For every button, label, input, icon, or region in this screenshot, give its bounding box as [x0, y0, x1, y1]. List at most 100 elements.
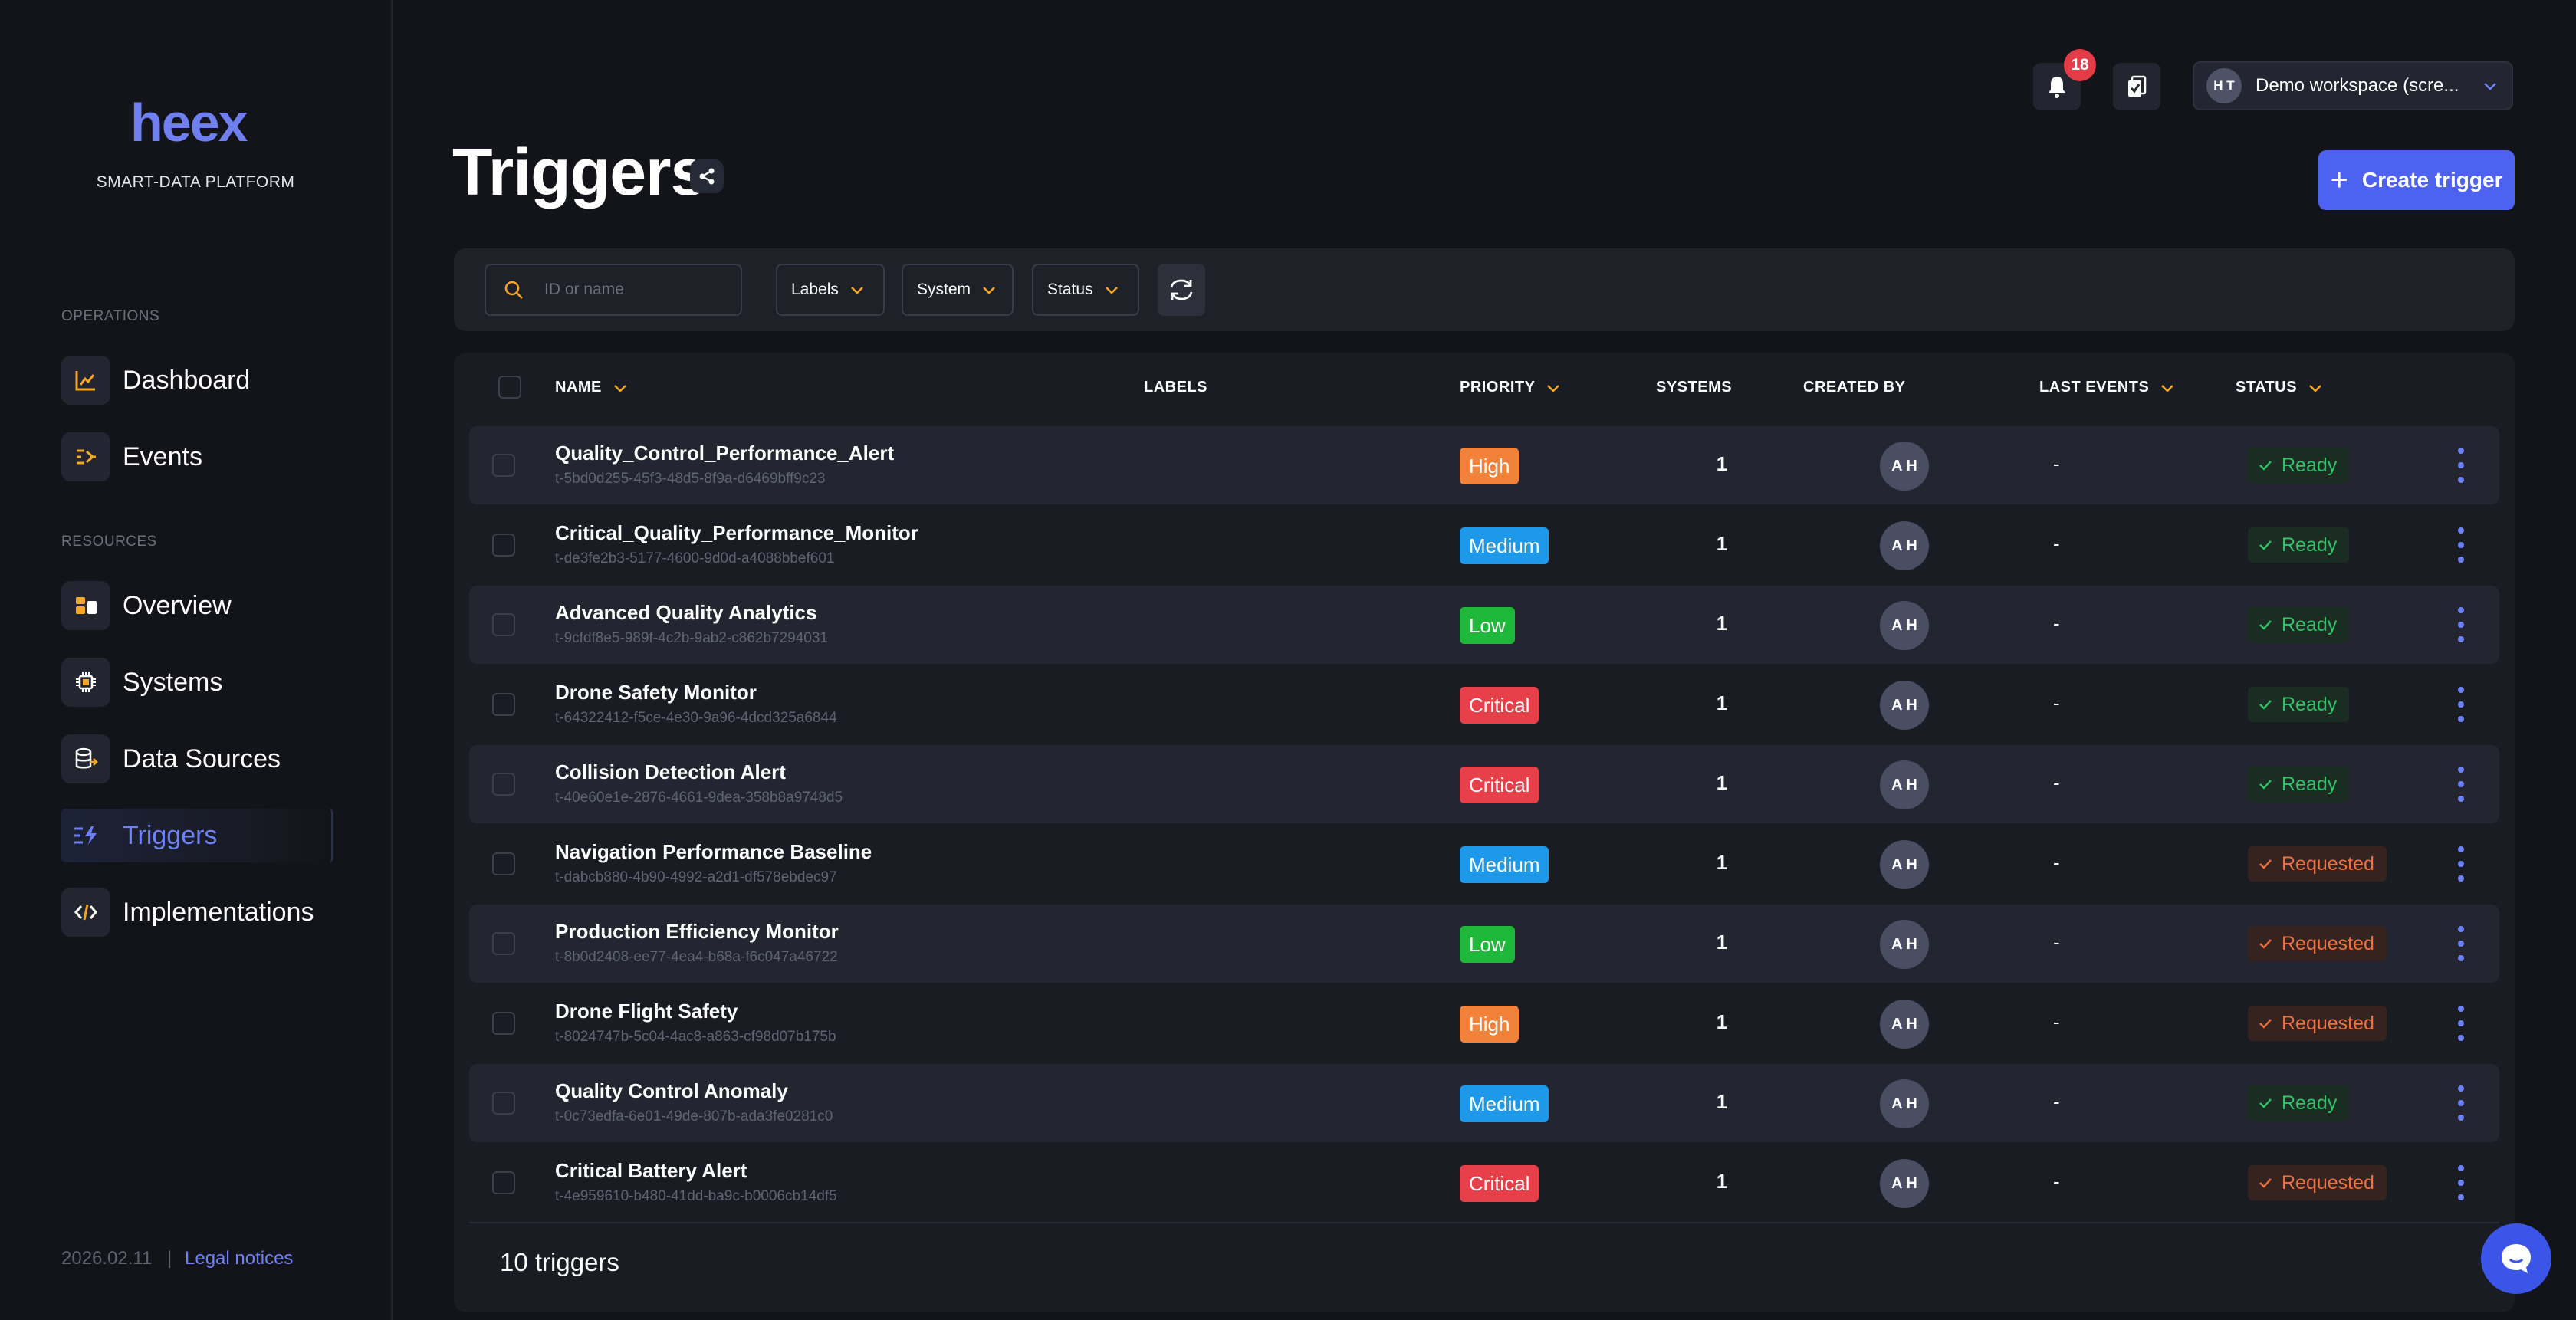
status-label: Ready [2282, 534, 2338, 556]
table-row[interactable]: Production Efficiency Monitor t-8b0d2408-… [469, 905, 2499, 983]
priority-badge: Low [1460, 926, 1515, 963]
sidebar-item-events[interactable]: Events [61, 430, 334, 484]
row-checkbox[interactable] [492, 932, 515, 955]
system-filter-label: System [917, 281, 971, 298]
sidebar-item-implementations[interactable]: Implementations [61, 885, 334, 939]
priority-badge: Medium [1460, 846, 1549, 883]
row-actions-menu[interactable] [2453, 1085, 2469, 1121]
sidebar-item-label: Systems [123, 667, 223, 697]
table-row[interactable]: Critical_Quality_Performance_Monitor t-de… [469, 506, 2499, 584]
support-chat-button[interactable] [2481, 1223, 2551, 1294]
priority-badge: High [1460, 1006, 1520, 1043]
trigger-name[interactable]: Advanced Quality Analytics [555, 601, 817, 624]
trigger-name[interactable]: Navigation Performance Baseline [555, 840, 872, 863]
table-row[interactable]: Critical Battery Alert t-4e959610-b480-41… [469, 1144, 2499, 1222]
row-checkbox[interactable] [492, 613, 515, 636]
select-all-checkbox[interactable] [498, 376, 521, 399]
table-row[interactable]: Drone Flight Safety t-8024747b-5c04-4ac8-… [469, 984, 2499, 1062]
status-badge: Ready [2248, 527, 2350, 563]
create-trigger-button[interactable]: + Create trigger [2318, 150, 2515, 210]
legal-notices-link[interactable]: Legal notices [185, 1248, 294, 1269]
row-actions-menu[interactable] [2453, 767, 2469, 802]
kebab-dot [2458, 1085, 2464, 1092]
row-checkbox[interactable] [492, 1171, 515, 1194]
row-checkbox[interactable] [492, 1012, 515, 1035]
row-checkbox[interactable] [492, 852, 515, 875]
column-header-status[interactable]: STATUS [2236, 379, 2323, 396]
chart-line-icon [61, 356, 110, 405]
last-events-value: - [2053, 452, 2060, 475]
row-actions-menu[interactable] [2453, 926, 2469, 961]
sidebar: heex SMART-DATA PLATFORM OPERATIONS Dash… [0, 0, 393, 1320]
column-header-name[interactable]: NAME [555, 379, 628, 396]
reset-filters-button[interactable] [1158, 264, 1205, 316]
row-checkbox[interactable] [492, 693, 515, 716]
heex-logo[interactable]: heex [130, 93, 248, 153]
search-input[interactable] [543, 280, 730, 300]
row-actions-menu[interactable] [2453, 607, 2469, 642]
creator-avatar: A H [1880, 920, 1929, 969]
table-row[interactable]: Advanced Quality Analytics t-9cfdf8e5-989… [469, 586, 2499, 664]
sidebar-item-triggers[interactable]: Triggers [61, 809, 334, 862]
status-filter-label: Status [1047, 281, 1093, 298]
status-label: Ready [2282, 454, 2338, 476]
labels-filter-dropdown[interactable]: Labels [776, 264, 885, 316]
status-badge: Ready [2248, 767, 2350, 802]
row-checkbox[interactable] [492, 773, 515, 796]
row-checkbox[interactable] [492, 454, 515, 477]
kebab-dot [2458, 462, 2464, 468]
trigger-name[interactable]: Collision Detection Alert [555, 760, 786, 783]
kebab-dot [2458, 448, 2464, 454]
row-actions-menu[interactable] [2453, 1165, 2469, 1200]
creator-avatar: A H [1880, 442, 1929, 491]
trigger-name[interactable]: Production Efficiency Monitor [555, 920, 839, 943]
creator-avatar: A H [1880, 601, 1929, 650]
refresh-icon [1170, 279, 1193, 300]
priority-badge: Critical [1460, 687, 1539, 724]
trigger-name[interactable]: Quality_Control_Performance_Alert [555, 442, 895, 465]
row-checkbox[interactable] [492, 1092, 515, 1115]
workspace-selector[interactable]: H T Demo workspace (scre... [2193, 61, 2513, 110]
column-header-last-events[interactable]: LAST EVENTS [2039, 379, 2175, 396]
column-header-priority[interactable]: PRIORITY [1460, 379, 1561, 396]
table-row[interactable]: Navigation Performance Baseline t-dabcb88… [469, 825, 2499, 903]
table-row[interactable]: Drone Safety Monitor t-64322412-f5ce-4e30… [469, 665, 2499, 744]
row-actions-menu[interactable] [2453, 1006, 2469, 1041]
notifications-count-badge: 18 [2064, 49, 2096, 81]
chip-icon [61, 658, 110, 707]
row-checkbox[interactable] [492, 534, 515, 557]
check-icon [2259, 461, 2272, 471]
search-box[interactable] [485, 264, 742, 316]
chevron-down-icon [1105, 287, 1118, 294]
status-filter-dropdown[interactable]: Status [1032, 264, 1139, 316]
sidebar-item-overview[interactable]: Overview [61, 579, 334, 632]
sidebar-item-dashboard[interactable]: Dashboard [61, 353, 334, 407]
trigger-name[interactable]: Drone Flight Safety [555, 1000, 738, 1023]
kebab-dot [2458, 1194, 2464, 1200]
trigger-name[interactable]: Quality Control Anomaly [555, 1079, 788, 1102]
trigger-name[interactable]: Critical_Quality_Performance_Monitor [555, 521, 918, 544]
kebab-dot [2458, 767, 2464, 773]
notifications-button[interactable] [2033, 63, 2081, 110]
row-actions-menu[interactable] [2453, 846, 2469, 882]
trigger-name[interactable]: Critical Battery Alert [555, 1159, 748, 1182]
status-badge: Requested [2248, 926, 2387, 961]
sidebar-item-label: Triggers [123, 820, 218, 850]
systems-count: 1 [1716, 691, 1728, 714]
row-actions-menu[interactable] [2453, 448, 2469, 483]
creator-avatar: A H [1880, 1159, 1929, 1208]
sidebar-item-systems[interactable]: Systems [61, 655, 334, 709]
row-actions-menu[interactable] [2453, 687, 2469, 722]
trigger-name[interactable]: Drone Safety Monitor [555, 681, 757, 704]
row-actions-menu[interactable] [2453, 527, 2469, 563]
table-row[interactable]: Quality_Control_Performance_Alert t-5bd0d… [469, 426, 2499, 504]
tasks-button[interactable] [2113, 63, 2160, 110]
sidebar-item-data-sources[interactable]: Data Sources [61, 732, 334, 786]
share-button[interactable] [690, 159, 724, 193]
kebab-dot [2458, 1035, 2464, 1041]
table-row[interactable]: Quality Control Anomaly t-0c73edfa-6e01-4… [469, 1064, 2499, 1142]
kebab-dot [2458, 941, 2464, 947]
systems-count: 1 [1716, 931, 1728, 954]
system-filter-dropdown[interactable]: System [902, 264, 1014, 316]
table-row[interactable]: Collision Detection Alert t-40e60e1e-2876… [469, 745, 2499, 823]
